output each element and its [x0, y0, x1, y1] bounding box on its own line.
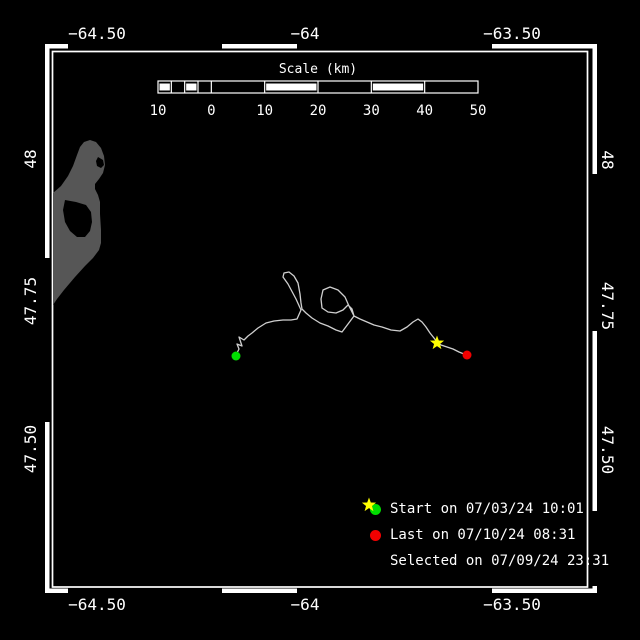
legend-item-label: Start on 07/03/24 10:01	[390, 501, 584, 517]
map-frame-zebra-border	[45, 44, 597, 593]
right-axis-tick-label: 47.75	[598, 281, 617, 331]
left-axis-tick-label: 47.50	[21, 424, 40, 474]
land-mass	[53, 140, 105, 305]
legend-item-label: Last on 07/10/24 08:31	[390, 527, 576, 543]
frame-tick-segment	[68, 44, 222, 49]
legend-marker-star	[361, 497, 377, 512]
frame-tick-segment	[68, 588, 222, 593]
star-glyph	[361, 497, 377, 512]
top-axis-tick-label: −64	[290, 24, 320, 43]
dot-icon	[360, 503, 390, 515]
frame-tick-segment	[297, 44, 492, 49]
frame-tick-segment	[297, 588, 492, 593]
scale-bar-tick-label: 40	[416, 103, 434, 119]
bottom-axis-tick-label: −64.50	[68, 595, 126, 614]
left-axis-tick-label: 47.75	[21, 276, 40, 326]
scale-bar-tick-label: 10	[256, 103, 274, 119]
scale-bar-tick-label: 30	[362, 103, 380, 119]
frame-tick-segment	[45, 258, 50, 422]
scale-bar-filled-segment	[159, 83, 170, 91]
track-line	[235, 271, 468, 356]
scale-bar-filled-segment	[266, 83, 317, 91]
legend-item-label: Selected on 07/09/24 23:31	[390, 553, 610, 569]
dot-icon	[360, 529, 390, 541]
legend: Start on 07/03/24 10:01 Last on 07/10/24 …	[360, 496, 609, 574]
legend-item: Selected on 07/09/24 23:31	[360, 497, 610, 574]
right-axis-tick-label: 48	[598, 150, 617, 170]
scale-bar	[157, 80, 479, 94]
scale-bar-filled-segment	[372, 83, 424, 91]
top-axis-tick-label: −63.50	[483, 24, 541, 43]
scale-bar-title: Scale (km)	[278, 62, 358, 77]
bottom-axis-tick-label: −64	[290, 595, 320, 614]
top-axis-tick-label: −64.50	[68, 24, 126, 43]
scale-bar-filled-segment	[186, 83, 197, 91]
frame-tick-segment	[592, 174, 597, 331]
start-marker-dot[interactable]	[231, 351, 241, 361]
legend-item: Last on 07/10/24 08:31	[360, 522, 609, 548]
selected-marker-star-icon[interactable]	[429, 335, 445, 350]
bottom-axis-tick-label: −63.50	[483, 595, 541, 614]
frame-tick-segment	[592, 511, 597, 586]
scale-bar-tick-label: 0	[207, 103, 216, 119]
scale-bar-tick-label: 50	[469, 103, 487, 119]
map-inner-border	[51, 50, 589, 588]
right-axis-tick-label: 47.50	[598, 425, 617, 475]
legend-marker-dot	[369, 503, 381, 515]
scale-bar-tick-label: 10	[149, 103, 167, 119]
scale-bar-tick-label: 20	[309, 103, 327, 119]
last-marker-dot[interactable]	[462, 350, 472, 360]
legend-item: Start on 07/03/24 10:01	[360, 496, 609, 522]
legend-marker-dot	[369, 529, 381, 541]
left-axis-tick-label: 48	[21, 149, 40, 169]
